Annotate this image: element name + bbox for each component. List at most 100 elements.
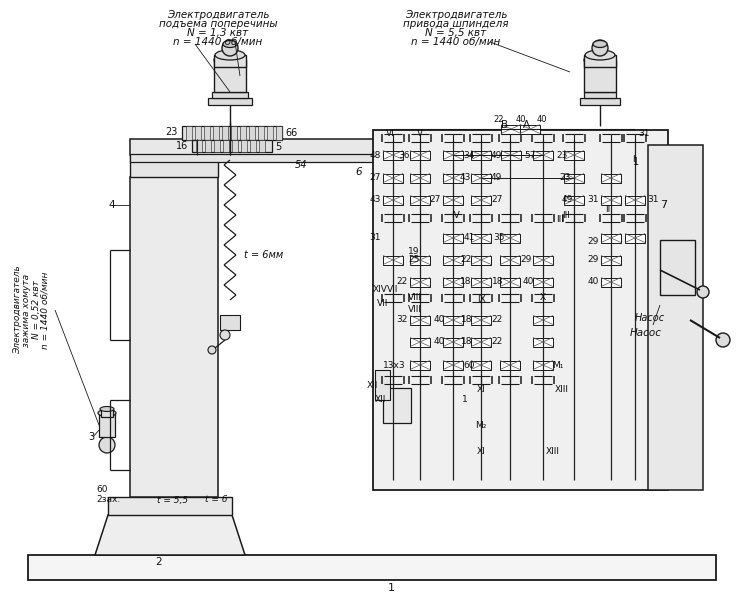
Bar	[383, 173, 403, 182]
Text: 48: 48	[370, 151, 381, 160]
Bar	[471, 151, 491, 160]
Bar	[213, 126, 219, 140]
Text: II: II	[606, 205, 611, 214]
Bar	[533, 361, 553, 370]
Text: 29: 29	[588, 238, 599, 247]
Bar	[564, 196, 584, 205]
Bar	[443, 277, 463, 286]
Text: III: III	[556, 215, 564, 224]
Bar	[130, 155, 218, 177]
Bar	[130, 139, 380, 155]
Bar	[443, 173, 463, 182]
Text: B: B	[501, 120, 509, 130]
Text: 43: 43	[460, 173, 472, 182]
Bar	[249, 126, 255, 140]
Text: 57: 57	[524, 151, 536, 160]
Text: 25: 25	[408, 256, 420, 265]
Bar	[601, 196, 621, 205]
Bar	[375, 370, 390, 400]
Text: 3: 3	[88, 432, 94, 442]
Bar	[410, 151, 430, 160]
Text: 18: 18	[492, 277, 504, 286]
Bar	[208, 98, 252, 105]
Ellipse shape	[584, 54, 616, 66]
Bar	[130, 177, 218, 497]
Bar	[660, 240, 695, 295]
Text: 31: 31	[647, 196, 658, 205]
Text: 49: 49	[491, 151, 502, 160]
Text: M₂: M₂	[475, 421, 487, 430]
Bar	[533, 256, 553, 265]
Text: Насос: Насос	[630, 328, 662, 338]
Text: 22: 22	[491, 337, 502, 346]
Bar	[223, 140, 229, 152]
Text: N = 1,3 квт: N = 1,3 квт	[187, 28, 248, 38]
Bar	[533, 337, 553, 346]
Bar	[564, 173, 584, 182]
Text: 31: 31	[370, 233, 381, 242]
Text: 40: 40	[523, 277, 534, 286]
Circle shape	[220, 330, 230, 340]
Text: привода шпинделя: привода шпинделя	[403, 19, 509, 29]
Ellipse shape	[214, 54, 246, 66]
Bar	[231, 126, 237, 140]
Bar	[383, 388, 411, 423]
Text: 5: 5	[275, 142, 281, 152]
Text: 31: 31	[638, 128, 650, 137]
Text: подъема поперечины: подъема поперечины	[158, 19, 278, 29]
Bar	[240, 126, 246, 140]
Bar	[471, 361, 491, 370]
Ellipse shape	[593, 40, 607, 47]
Text: n = 1440 об/мин: n = 1440 об/мин	[411, 37, 501, 47]
Text: VIII: VIII	[408, 305, 422, 314]
Text: 36: 36	[399, 151, 410, 160]
Text: 1: 1	[633, 157, 639, 167]
Text: Электродвигатель: Электродвигатель	[13, 266, 22, 355]
Text: 2зах.: 2зах.	[96, 496, 121, 505]
Bar	[214, 60, 246, 92]
Bar	[625, 233, 645, 242]
Bar	[501, 151, 521, 160]
Text: VIII: VIII	[408, 293, 422, 302]
Text: A: A	[522, 120, 530, 130]
Text: t = 6мм: t = 6мм	[244, 250, 283, 260]
Text: n = 1440 об/мин: n = 1440 об/мин	[173, 37, 263, 47]
Bar	[410, 277, 430, 286]
Bar	[520, 124, 540, 133]
Bar	[443, 337, 463, 346]
Circle shape	[99, 437, 115, 453]
Text: 6: 6	[355, 167, 362, 177]
Bar	[28, 555, 716, 580]
Bar	[259, 140, 265, 152]
Bar	[410, 173, 430, 182]
Bar	[471, 173, 491, 182]
Text: Электродвигатель: Электродвигатель	[405, 10, 507, 20]
Bar	[204, 126, 210, 140]
Bar	[500, 233, 520, 242]
Text: 1: 1	[388, 583, 395, 593]
Text: III: III	[562, 211, 570, 220]
Bar	[222, 126, 228, 140]
Text: M₁: M₁	[552, 361, 563, 370]
Text: VII: VII	[388, 286, 399, 295]
Bar	[101, 409, 113, 417]
Text: 23: 23	[166, 127, 178, 137]
Text: 22: 22	[460, 256, 471, 265]
Bar	[373, 130, 668, 490]
Bar	[564, 151, 584, 160]
Bar	[584, 55, 616, 67]
Text: XI: XI	[477, 448, 485, 457]
Bar	[648, 145, 703, 490]
Text: 18: 18	[461, 316, 472, 325]
Text: 22: 22	[494, 115, 504, 124]
Text: 31: 31	[588, 196, 599, 205]
Text: Электродвигатель: Электродвигатель	[167, 10, 269, 20]
Bar	[410, 361, 430, 370]
Bar	[443, 233, 463, 242]
Bar	[108, 497, 232, 515]
Text: 40: 40	[588, 277, 599, 286]
Ellipse shape	[100, 407, 114, 412]
Bar	[195, 126, 201, 140]
Bar	[501, 124, 521, 133]
Text: 49: 49	[562, 196, 574, 205]
